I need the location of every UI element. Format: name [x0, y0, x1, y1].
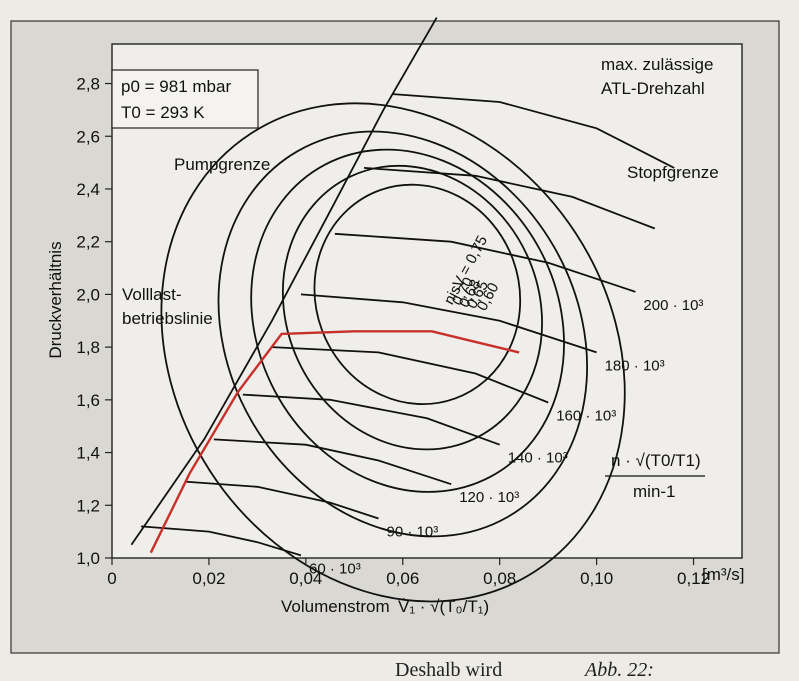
- y-tick-label: 2,4: [76, 180, 100, 199]
- choke-line-label: Stopfgrenze: [627, 163, 719, 182]
- efficiency-island: [281, 164, 543, 451]
- speed-line-label: 90 · 10³: [387, 524, 439, 541]
- y-tick-label: 1,4: [76, 444, 100, 463]
- x-tick-label: 0,10: [580, 569, 613, 588]
- max-speed-label-1: max. zulässige: [601, 55, 713, 74]
- bottom-text-right: Abb. 22:: [583, 659, 654, 681]
- speed-line-label: 200 · 10³: [643, 297, 703, 314]
- x-tick-label: 0: [107, 569, 116, 588]
- efficiency-island: [313, 183, 522, 406]
- y-tick-label: 1,0: [76, 549, 100, 568]
- speed-line: [242, 393, 501, 446]
- speed-line: [393, 93, 675, 169]
- y-axis-ticks: 1,0 1,2 1,4 1,6 1,8 2,0 2,2 2,4 2,6 2,8: [76, 75, 112, 568]
- speed-legend-denominator: min-1: [633, 482, 676, 501]
- efficiency-island: [217, 130, 588, 538]
- x-axis-formula: V̇₁ · √(T₀/T₁): [398, 597, 489, 616]
- max-speed-label-2: ATL-Drehzahl: [601, 79, 705, 98]
- speed-line: [271, 346, 549, 404]
- y-tick-label: 2,2: [76, 233, 100, 252]
- surge-line-label: Pumpgrenze: [174, 155, 270, 174]
- y-axis-label: Druckverhältnis: [46, 241, 65, 358]
- efficiency-island: [160, 102, 626, 603]
- t0-label: T0 = 293 K: [121, 103, 205, 122]
- y-tick-label: 1,2: [76, 496, 100, 515]
- y-tick-label: 2,6: [76, 127, 100, 146]
- x-tick-label: 0,12: [677, 569, 710, 588]
- speed-legend: n · √(T0/T1) min-1: [605, 451, 705, 501]
- x-tick-label: 0,06: [386, 569, 419, 588]
- y-tick-label: 2,0: [76, 285, 100, 304]
- bottom-text: Deshalb wird: [395, 659, 502, 681]
- speed-line: [300, 293, 597, 354]
- speed-line: [213, 438, 452, 486]
- conditions-box: p0 = 981 mbar T0 = 293 K: [111, 69, 259, 129]
- full-load-line: [149, 330, 520, 554]
- x-axis-unit: [m³/s]: [702, 565, 745, 584]
- speed-legend-numerator: n · √(T0/T1): [611, 451, 701, 470]
- full-load-label-2: betriebslinie: [122, 309, 213, 328]
- plot-area: [111, 43, 743, 559]
- x-tick-label: 0,02: [192, 569, 225, 588]
- x-axis-ticks: 0 0,02 0,04 0,06 0,08 0,10 0,12: [107, 558, 710, 588]
- y-tick-label: 1,6: [76, 391, 100, 410]
- x-axis-label: Volumenstrom: [281, 597, 390, 616]
- speed-lines: 60 · 10³ 90 · 10³ 120 · 10³ 140 · 10³ 160 · …: [141, 93, 703, 577]
- speed-line-label: 120 · 10³: [459, 489, 519, 506]
- speed-line-label: 180 · 10³: [605, 357, 665, 374]
- p0-label: p0 = 981 mbar: [121, 77, 231, 96]
- x-tick-label: 0,08: [483, 569, 516, 588]
- x-tick-label: 0,04: [289, 569, 322, 588]
- full-load-label-1: Volllast-: [122, 285, 182, 304]
- speed-line: [363, 167, 656, 230]
- speed-line-label: 160 · 10³: [556, 408, 616, 425]
- speed-line-label: 60 · 10³: [309, 560, 361, 577]
- speed-line: [334, 232, 636, 293]
- surge-line: [130, 17, 438, 546]
- speed-line: [184, 480, 379, 520]
- efficiency-island: [250, 148, 565, 493]
- y-tick-label: 2,8: [76, 75, 100, 94]
- speed-line-label: 140 · 10³: [508, 450, 568, 467]
- y-tick-label: 1,8: [76, 338, 100, 357]
- speed-line: [141, 525, 302, 557]
